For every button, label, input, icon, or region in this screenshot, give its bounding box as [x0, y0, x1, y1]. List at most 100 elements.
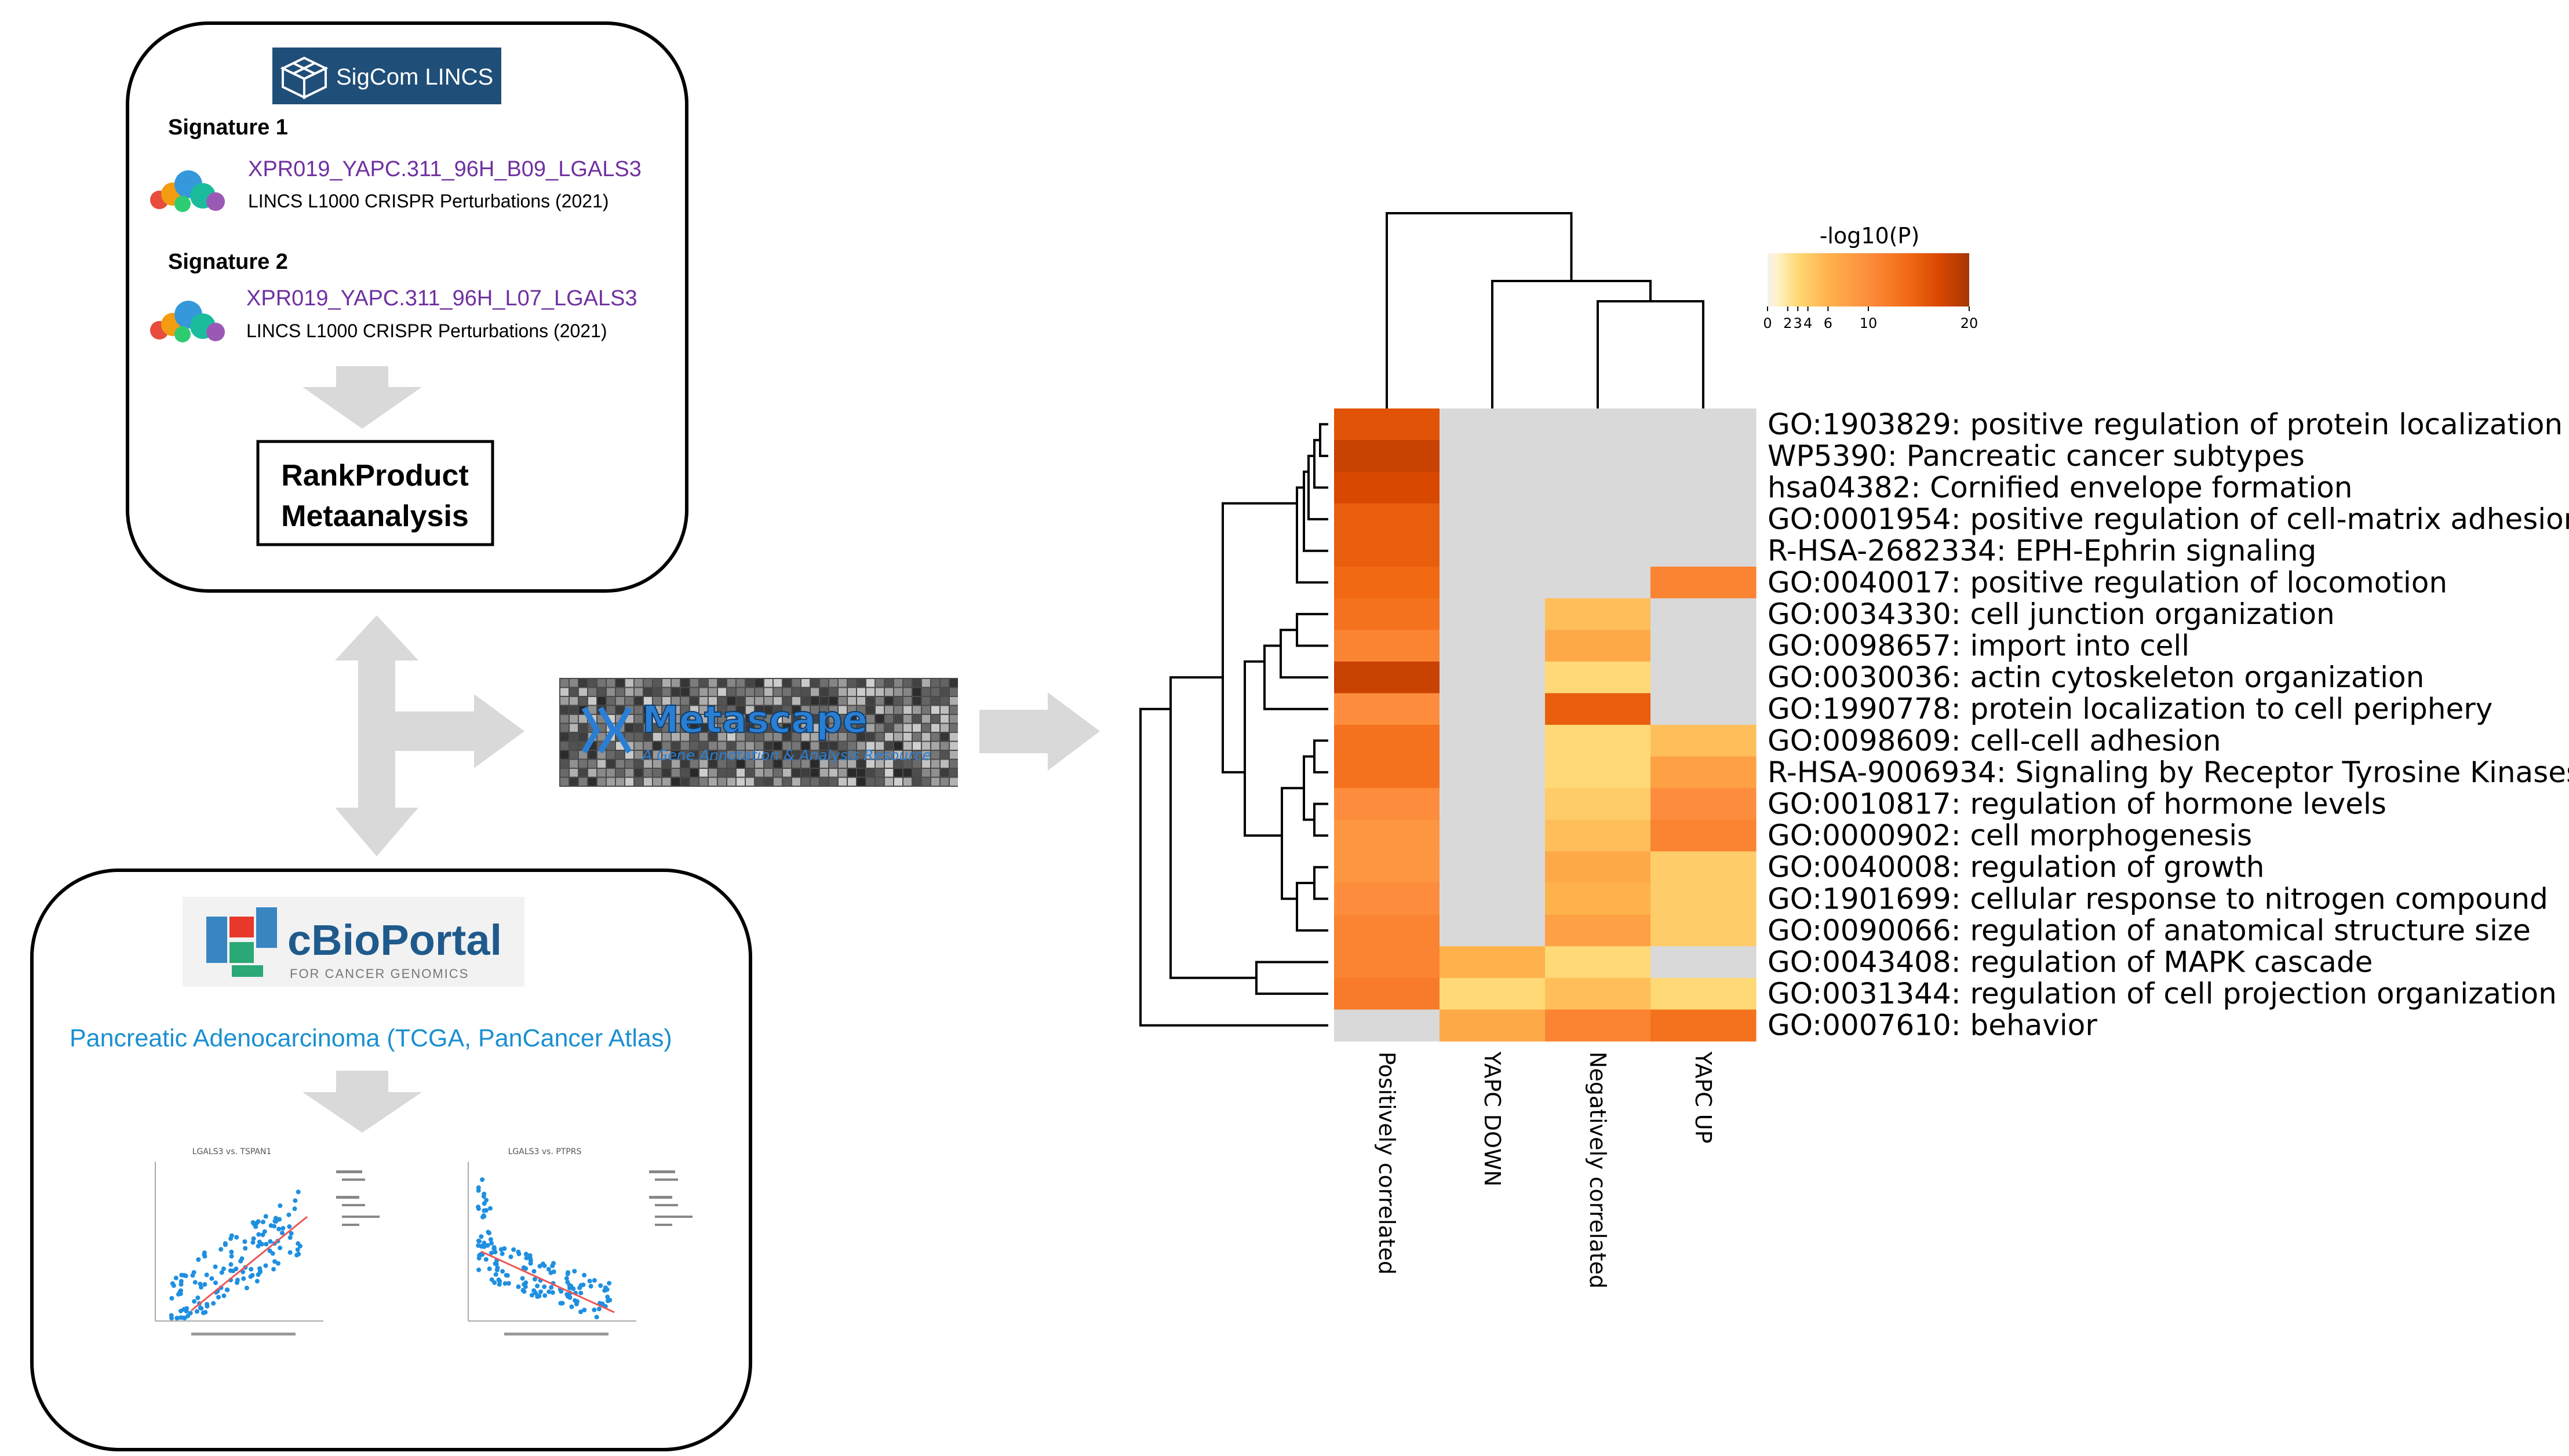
mosaic-tile — [857, 679, 865, 687]
scatter-point — [169, 1296, 174, 1301]
scatter-plot-2-stats — [649, 1170, 693, 1226]
scatter-point — [228, 1262, 234, 1267]
mosaic-tile — [941, 679, 949, 687]
scatter-point — [508, 1254, 513, 1260]
mosaic-tile — [579, 697, 587, 705]
signature-2-title: Signature 2 — [168, 250, 288, 274]
mosaic-tile — [839, 688, 847, 696]
heatmap-cell — [1545, 914, 1651, 947]
heatmap-cell — [1440, 408, 1546, 441]
mosaic-tile — [672, 706, 680, 714]
heatmap-row-label: GO:0098657: import into cell — [1768, 629, 2189, 663]
mosaic-tile — [811, 742, 819, 750]
mosaic-tile — [570, 742, 578, 750]
mosaic-tile — [727, 751, 735, 759]
heatmap-cell — [1334, 693, 1440, 725]
mosaic-tile — [792, 778, 800, 786]
dendrogram-branch — [1244, 660, 1282, 837]
heatmap-row-label: GO:0031344: regulation of cell projectio… — [1768, 977, 2557, 1010]
mosaic-tile — [820, 742, 828, 750]
down-arrow-icon — [303, 1071, 422, 1133]
scatter-point — [278, 1245, 283, 1250]
mosaic-tile — [755, 733, 763, 741]
mosaic-tile — [653, 742, 661, 750]
mosaic-tile — [764, 688, 772, 696]
scatter-point — [213, 1264, 218, 1269]
mosaic-tile — [857, 778, 865, 786]
rankproduct-line2: Metaanalysis — [281, 499, 469, 533]
mosaic-tile — [579, 760, 587, 768]
mosaic-tile — [801, 769, 810, 777]
mosaic-tile — [681, 688, 689, 696]
mosaic-tile — [839, 751, 847, 759]
mosaic-tile — [718, 679, 726, 687]
mosaic-tile — [681, 733, 689, 741]
mosaic-tile — [913, 688, 921, 696]
scatter-point — [293, 1198, 298, 1203]
study-name[interactable]: Pancreatic Adenocarcinoma (TCGA, PanCanc… — [70, 1024, 672, 1052]
scatter-plot-2-points — [476, 1177, 613, 1320]
mosaic-tile — [857, 742, 865, 750]
mosaic-tile — [783, 715, 791, 723]
scatter-point — [216, 1294, 221, 1300]
rankproduct-line1: RankProduct — [281, 459, 469, 492]
scatter-point — [256, 1232, 261, 1237]
scatter-point — [242, 1239, 247, 1244]
mosaic-tile — [885, 733, 893, 741]
scatter-point — [190, 1273, 195, 1278]
mosaic-tile — [866, 688, 874, 696]
mosaic-tile — [950, 724, 958, 732]
metascape-title: Metascape — [642, 699, 868, 742]
heatmap-row-label: GO:1901699: cellular response to nitroge… — [1768, 882, 2548, 915]
scatter-point — [546, 1267, 551, 1272]
signature-1-name[interactable]: XPR019_YAPC.311_96H_B09_LGALS3 — [248, 157, 642, 181]
mosaic-tile — [894, 742, 902, 750]
mosaic-tile — [709, 715, 717, 723]
mosaic-tile — [644, 697, 652, 705]
mosaic-tile — [653, 715, 661, 723]
mosaic-tile — [848, 715, 856, 723]
scatter-point — [251, 1236, 256, 1241]
mosaic-tile — [829, 688, 837, 696]
mosaic-tile — [820, 688, 828, 696]
mosaic-tile — [839, 742, 847, 750]
mosaic-tile — [931, 778, 939, 786]
mosaic-tile — [839, 679, 847, 687]
mosaic-tile — [866, 778, 874, 786]
scatter-point — [476, 1267, 482, 1272]
mosaic-tile — [560, 715, 569, 723]
mosaic-tile — [737, 742, 745, 750]
mosaic-tile — [801, 688, 810, 696]
heatmap-cell — [1545, 661, 1651, 694]
heatmap-cell — [1440, 693, 1546, 725]
mosaic-tile — [644, 742, 652, 750]
mosaic-tile — [913, 724, 921, 732]
heatmap-cell — [1334, 567, 1440, 599]
heatmap-cell — [1334, 883, 1440, 915]
mosaic-tile — [690, 751, 698, 759]
scatter-point — [268, 1239, 273, 1244]
heatmap-cell — [1545, 756, 1651, 789]
heatmap-cell — [1650, 977, 1757, 1010]
cbioportal-logo: cBioPortal FOR CANCER GENOMICS — [183, 897, 524, 987]
mosaic-tile — [560, 724, 569, 732]
mosaic-tile — [950, 697, 958, 705]
heatmap-cell — [1545, 598, 1651, 630]
signature-2-name[interactable]: XPR019_YAPC.311_96H_L07_LGALS3 — [246, 286, 637, 311]
mosaic-tile — [681, 724, 689, 732]
scatter-point — [524, 1256, 529, 1261]
mosaic-tile — [560, 697, 569, 705]
mosaic-tile — [737, 778, 745, 786]
mosaic-tile — [792, 742, 800, 750]
mosaic-tile — [931, 679, 939, 687]
cbioportal-logo-text: cBioPortal — [287, 916, 502, 964]
mosaic-tile — [811, 697, 819, 705]
dendrogram-branch — [1280, 629, 1328, 679]
lincs-logo-icon — [150, 170, 225, 212]
mosaic-tile — [607, 751, 615, 759]
heatmap-cells — [1334, 408, 1757, 1042]
scatter-point — [605, 1298, 610, 1304]
mosaic-tile — [607, 769, 615, 777]
mosaic-tile — [941, 769, 949, 777]
mosaic-tile — [718, 742, 726, 750]
